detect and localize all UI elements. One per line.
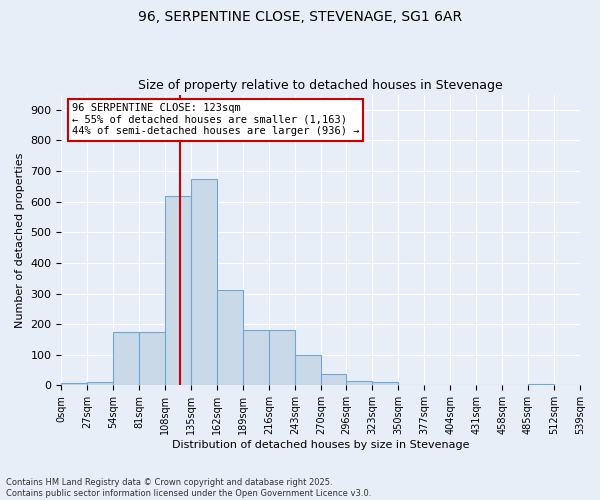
Bar (269, 330, 295, 386)
Bar (88, 382, 113, 386)
Text: 96 SERPENTINE CLOSE: 123sqm
← 55% of detached houses are smaller (1,163)
44% of : 96 SERPENTINE CLOSE: 123sqm ← 55% of det… (72, 104, 359, 136)
Bar (166, 196, 191, 386)
Y-axis label: Number of detached properties: Number of detached properties (15, 152, 25, 328)
Bar (139, 332, 166, 386)
Bar (321, 374, 346, 386)
X-axis label: Distribution of detached houses by size in Stevenage: Distribution of detached houses by size … (172, 440, 469, 450)
Bar (528, 384, 554, 386)
Bar (372, 382, 398, 386)
Text: 96, SERPENTINE CLOSE, STEVENAGE, SG1 6AR: 96, SERPENTINE CLOSE, STEVENAGE, SG1 6AR (138, 10, 462, 24)
Bar (243, 330, 269, 386)
Title: Size of property relative to detached houses in Stevenage: Size of property relative to detached ho… (139, 79, 503, 92)
Bar (113, 332, 139, 386)
Bar (346, 381, 372, 386)
Bar (217, 290, 243, 386)
Text: Contains HM Land Registry data © Crown copyright and database right 2025.
Contai: Contains HM Land Registry data © Crown c… (6, 478, 371, 498)
Bar (61, 383, 88, 386)
Bar (191, 178, 217, 386)
Bar (295, 354, 321, 386)
